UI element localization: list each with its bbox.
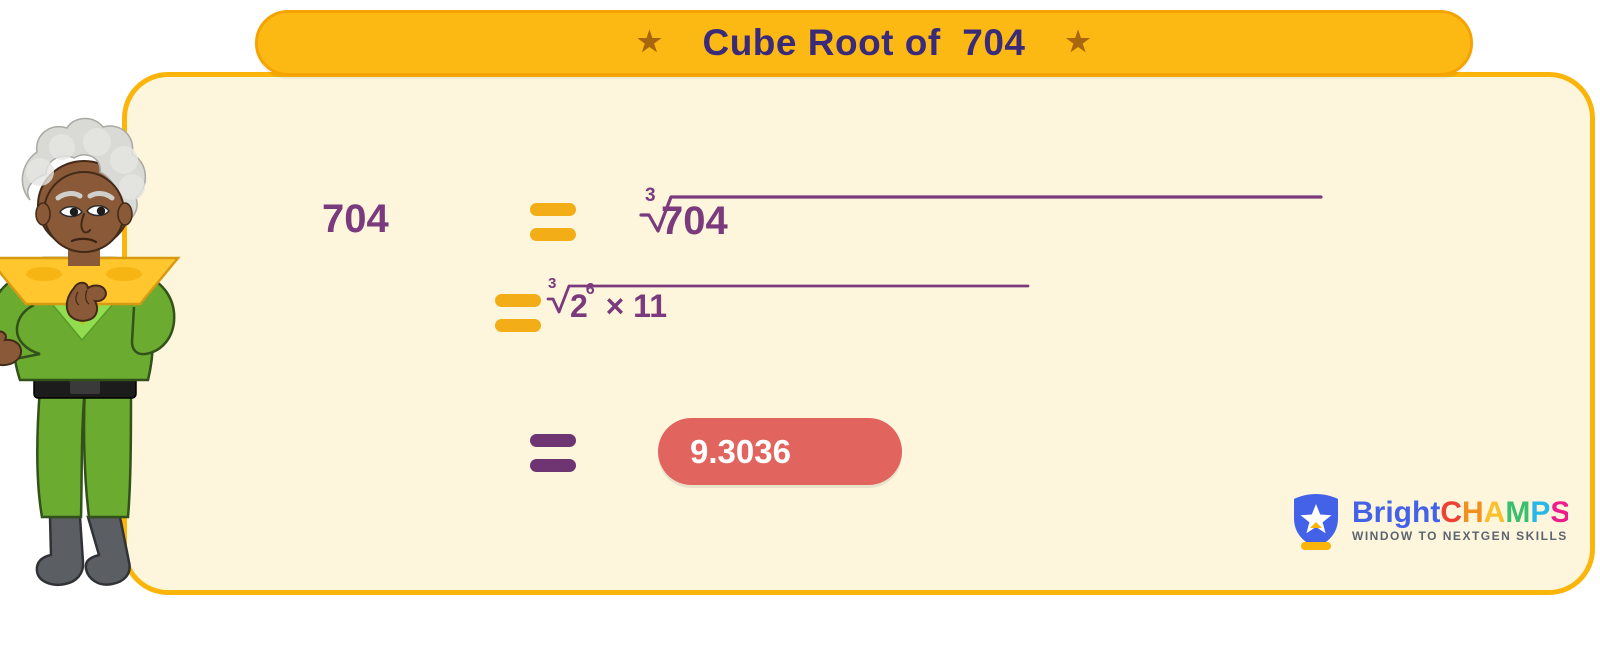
svg-text:WINDOW TO NEXTGEN SKILLS: WINDOW TO NEXTGEN SKILLS [1352,529,1568,543]
svg-text:BrightCHAMPS: BrightCHAMPS [1352,496,1568,529]
